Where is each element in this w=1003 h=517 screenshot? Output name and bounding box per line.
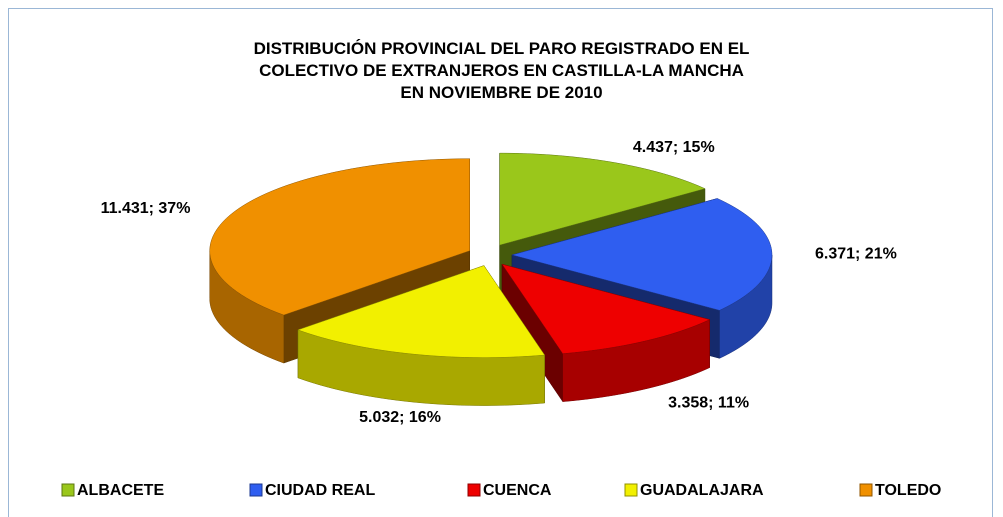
data-label: 5.032; 16% [359, 409, 441, 426]
data-label: 3.358; 11% [668, 394, 749, 411]
legend-swatch [624, 483, 638, 497]
data-label: 6.371; 21% [815, 245, 897, 262]
legend-label: ALBACETE [77, 482, 164, 499]
slice [209, 158, 470, 316]
legend-swatch [859, 483, 873, 497]
data-label: 11.431; 37% [101, 200, 191, 217]
slice [499, 152, 706, 246]
slice [511, 198, 773, 311]
legend-swatch [249, 483, 263, 497]
legend-label: GUADALAJARA [640, 482, 764, 499]
legend-label: CIUDAD REAL [265, 482, 375, 499]
legend-label: CUENCA [483, 482, 552, 499]
chart-frame [8, 8, 993, 517]
slice [501, 263, 711, 354]
legend-swatch [467, 483, 481, 497]
chart-title: DISTRIBUCIÓN PROVINCIAL DEL PARO REGISTR… [253, 39, 750, 102]
slice-group [297, 264, 546, 406]
data-label: 4.437; 15% [633, 139, 715, 156]
slice-group [501, 263, 711, 403]
slice [297, 265, 546, 358]
legend-swatch [61, 483, 75, 497]
legend-label: TOLEDO [875, 482, 941, 499]
